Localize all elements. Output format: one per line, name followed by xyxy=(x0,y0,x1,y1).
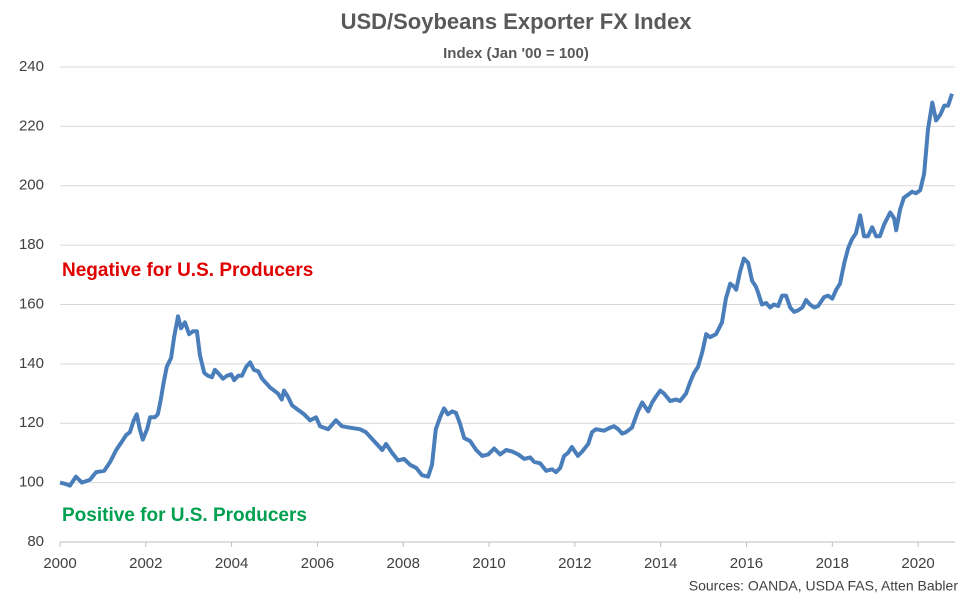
y-tick-label: 240 xyxy=(19,58,44,75)
y-tick-label: 200 xyxy=(19,177,44,194)
x-tick-label: 2016 xyxy=(730,555,763,572)
x-tick-label: 2004 xyxy=(215,555,248,572)
x-tick-label: 2000 xyxy=(43,555,76,572)
y-tick-label: 220 xyxy=(19,117,44,134)
y-tick-label: 140 xyxy=(19,355,44,372)
x-tick-label: 2002 xyxy=(129,555,162,572)
source-note: Sources: OANDA, USDA FAS, Atten Babler xyxy=(689,578,959,594)
annotation: Negative for U.S. Producers xyxy=(62,260,313,281)
data-line xyxy=(59,93,954,488)
x-tick-label: 2014 xyxy=(644,555,677,572)
chart-title: USD/Soybeans Exporter FX Index xyxy=(341,9,693,34)
x-tick-label: 2010 xyxy=(472,555,505,572)
y-tick-label: 160 xyxy=(19,295,44,312)
y-tick-label: 180 xyxy=(19,236,44,253)
x-tick-label: 2008 xyxy=(387,555,420,572)
y-tick-label: 80 xyxy=(27,533,44,550)
annotation: Positive for U.S. Producers xyxy=(62,505,307,526)
chart-subtitle: Index (Jan '00 = 100) xyxy=(443,45,589,62)
x-tick-label: 2018 xyxy=(816,555,849,572)
x-tick-label: 2006 xyxy=(301,555,334,572)
x-tick-label: 2012 xyxy=(558,555,591,572)
y-tick-label: 100 xyxy=(19,474,44,491)
y-tick-label: 120 xyxy=(19,414,44,431)
x-tick-label: 2020 xyxy=(901,555,934,572)
